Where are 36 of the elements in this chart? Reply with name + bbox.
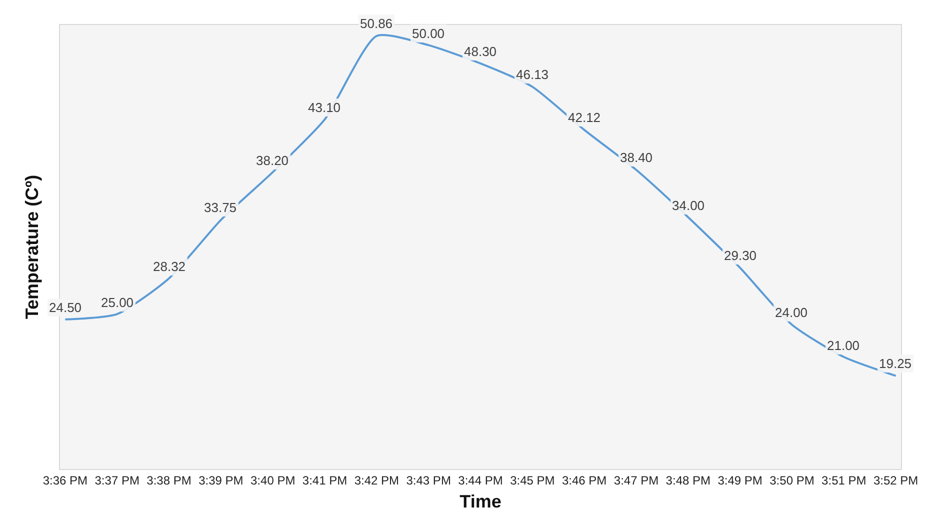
x-tick-label: 3:48 PM [666, 473, 710, 488]
x-tick-label: 3:39 PM [198, 473, 244, 488]
data-label: 50.00 [412, 26, 445, 41]
data-label: 50.86 [360, 16, 393, 31]
data-label: 34.00 [672, 198, 705, 213]
x-tick-label: 3:40 PM [250, 473, 296, 488]
x-tick-label: 3:36 PM [42, 473, 88, 488]
data-label: 48.30 [464, 44, 497, 59]
x-tick-label: 3:50 PM [770, 473, 814, 488]
x-tick-label: 3:46 PM [562, 473, 607, 488]
data-label: 24.50 [49, 300, 82, 315]
data-label: 33.75 [204, 200, 237, 215]
data-label: 38.20 [256, 153, 289, 168]
x-tick-label: 3:45 PM [510, 473, 555, 488]
x-tick-label: 3:49 PM [718, 473, 762, 488]
x-tick-label: 3:38 PM [146, 473, 192, 488]
data-label: 28.32 [153, 259, 186, 274]
x-tick-label: 3:37 PM [94, 473, 140, 488]
x-tick-label: 3:51 PM [822, 473, 866, 488]
x-tick-label: 3:41 PM [302, 473, 348, 488]
y-axis-title: Temperature (Cº) [22, 174, 42, 320]
data-label: 38.40 [620, 150, 653, 165]
data-label: 46.13 [516, 67, 549, 82]
x-axis-title: Time [460, 492, 502, 512]
x-tick-label: 3:43 PM [406, 473, 451, 488]
x-tick-label: 3:42 PM [354, 473, 400, 488]
x-tick-label: 3:47 PM [614, 473, 659, 488]
x-tick-label: 3:52 PM [873, 473, 918, 488]
data-label: 42.12 [568, 110, 601, 125]
x-tick-label: 3:44 PM [458, 473, 503, 488]
data-label: 21.00 [827, 338, 860, 353]
data-label: 43.10 [308, 100, 341, 115]
data-label: 25.00 [101, 295, 134, 310]
data-label: 29.30 [724, 248, 757, 263]
data-label: 24.00 [775, 305, 808, 320]
data-label: 19.25 [879, 356, 912, 371]
